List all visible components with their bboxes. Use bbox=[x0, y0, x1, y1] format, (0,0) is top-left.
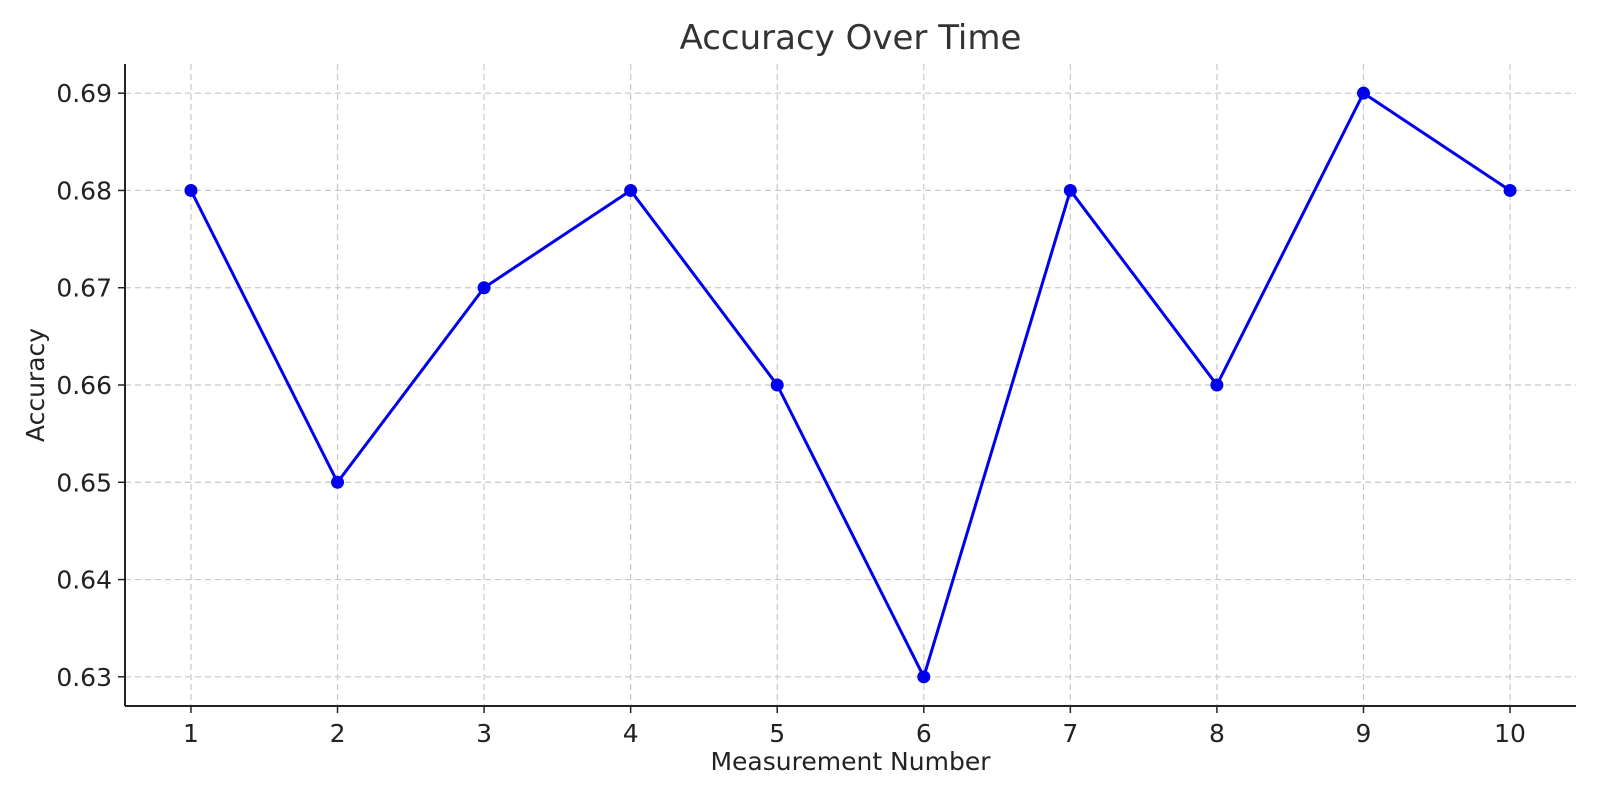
data-point bbox=[184, 183, 198, 197]
y-tick-label: 0.67 bbox=[56, 274, 112, 303]
data-point bbox=[917, 670, 931, 684]
x-tick-label: 5 bbox=[769, 719, 785, 748]
series-line bbox=[189, 91, 1511, 679]
y-tick-label: 0.65 bbox=[56, 468, 112, 497]
y-tick-label: 0.68 bbox=[56, 176, 112, 205]
x-tick-label: 9 bbox=[1356, 719, 1372, 748]
data-point bbox=[1063, 183, 1077, 197]
x-tick-label: 1 bbox=[183, 719, 199, 748]
grid bbox=[125, 64, 1576, 706]
x-tick-label: 3 bbox=[476, 719, 492, 748]
y-tick-label: 0.69 bbox=[56, 79, 112, 108]
data-point bbox=[1503, 183, 1517, 197]
series bbox=[184, 86, 1517, 684]
y-tick-label: 0.64 bbox=[56, 566, 112, 595]
data-point bbox=[477, 281, 491, 295]
y-tick-label: 0.66 bbox=[56, 371, 112, 400]
data-point bbox=[331, 475, 345, 489]
y-axis-ticks: 0.63 0.64 0.65 0.66 0.67 0.68 0.69 bbox=[56, 79, 125, 692]
data-point bbox=[770, 378, 784, 392]
x-tick-label: 4 bbox=[623, 719, 639, 748]
x-tick-label: 6 bbox=[916, 719, 932, 748]
y-tick-label: 0.63 bbox=[56, 663, 112, 692]
data-point bbox=[1210, 378, 1224, 392]
data-point bbox=[624, 183, 638, 197]
x-axis-label: Measurement Number bbox=[710, 747, 991, 776]
data-point bbox=[1356, 86, 1370, 100]
x-tick-label: 10 bbox=[1494, 719, 1526, 748]
x-tick-label: 8 bbox=[1209, 719, 1225, 748]
chart-title: Accuracy Over Time bbox=[680, 18, 1022, 58]
x-tick-label: 2 bbox=[330, 719, 346, 748]
y-axis-label: Accuracy bbox=[21, 328, 50, 442]
x-axis-ticks: 1 2 3 4 5 6 7 8 9 10 bbox=[183, 706, 1526, 748]
x-tick-label: 7 bbox=[1062, 719, 1078, 748]
